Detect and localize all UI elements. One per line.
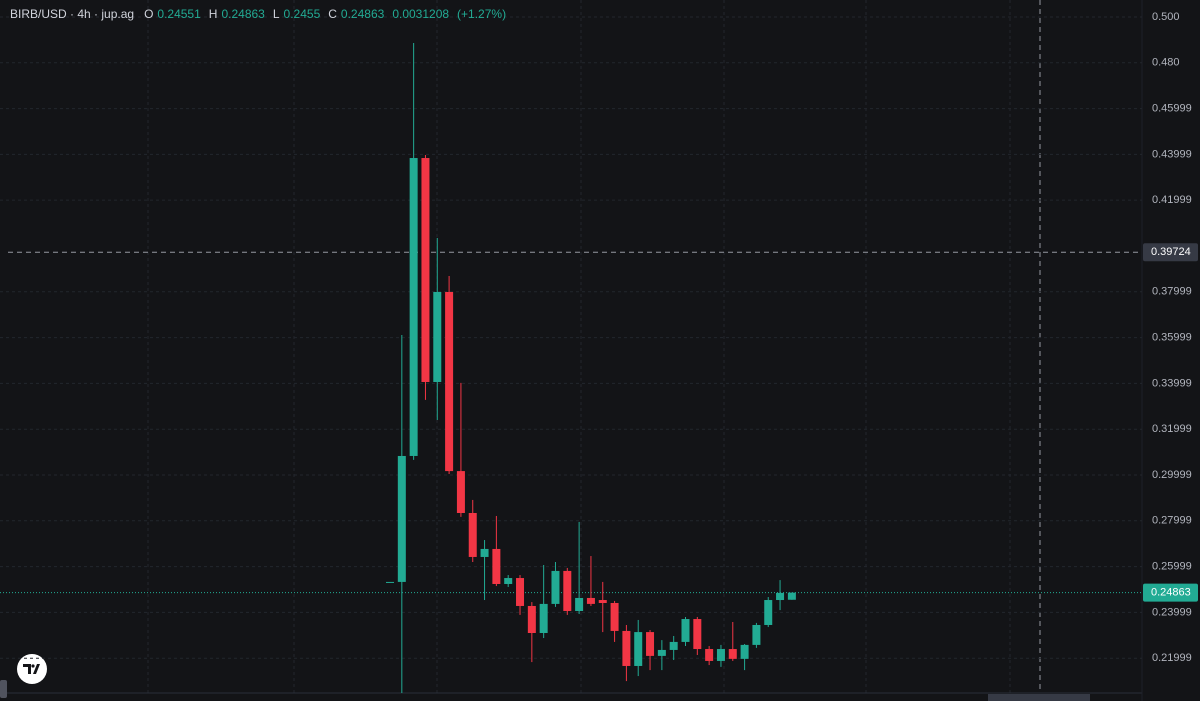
candle-body (787, 592, 796, 600)
candle-body (752, 624, 761, 645)
candle-body (492, 548, 501, 584)
candle-body (681, 619, 690, 642)
ohlc-value: 0.24863 (340, 7, 385, 21)
candle-body (693, 619, 702, 650)
side-handle[interactable] (0, 680, 7, 698)
y-tick-label: 0.500 (1152, 11, 1180, 23)
candle-body (421, 158, 430, 382)
candle-body (646, 632, 655, 656)
ohlc-value: 0.24551 (157, 7, 201, 21)
candle-body (409, 158, 418, 456)
candle-body (705, 649, 714, 661)
ohlc-value: 0.2455 (283, 7, 321, 21)
y-tick-label: 0.27999 (1152, 515, 1192, 527)
candle-body (669, 641, 678, 650)
candle-body (480, 548, 489, 557)
change-percent: (+1.27%) (457, 7, 507, 21)
candle-body (433, 291, 442, 382)
change: 0.0031208 (392, 7, 450, 21)
candle-body (539, 603, 548, 633)
candle-body (622, 630, 631, 666)
candle-body (527, 605, 536, 633)
candle-body (516, 578, 525, 606)
y-tick-label: 0.43999 (1152, 148, 1192, 160)
candle-body (504, 578, 513, 584)
y-tick-label: 0.23999 (1152, 606, 1192, 618)
y-tick-label: 0.31999 (1152, 423, 1192, 435)
candle-body (716, 649, 725, 661)
candle-body (776, 592, 785, 601)
ohlc-value: 0.24863 (221, 7, 265, 21)
candle-body (598, 600, 607, 603)
symbol-title: BIRB/USD · 4h · jup.ag (10, 7, 135, 21)
ohlc-label: H (208, 7, 218, 21)
candle-body (468, 512, 477, 557)
candle-body (764, 600, 773, 625)
candle-body (575, 597, 584, 612)
candle-body (657, 649, 666, 656)
y-tick-label: 0.29999 (1152, 469, 1192, 481)
last-price-box (1143, 583, 1198, 602)
y-tick-label: 0.45999 (1152, 102, 1192, 114)
y-tick-label: 0.37999 (1152, 286, 1192, 298)
y-tick-label: 0.41999 (1152, 194, 1192, 206)
candle-body (563, 570, 572, 612)
candle-body (610, 602, 619, 631)
vertical-grid (147, 0, 1011, 693)
crosshair-price-box (1143, 243, 1198, 262)
tradingview-logo (17, 654, 47, 684)
ohlc-label: C (328, 7, 337, 21)
crosshair-price-label: 0.39724 (1151, 246, 1191, 258)
ohlc-label: O (144, 7, 154, 21)
candle-body (445, 291, 454, 472)
candle-body (634, 632, 643, 666)
candle-body (456, 471, 465, 513)
candle-body (728, 649, 737, 659)
header: BIRB/USD · 4h · jup.ag O 0.24551 H 0.24863… (10, 7, 510, 21)
candle-body (397, 455, 406, 582)
candle-body (740, 644, 749, 659)
candle-body (551, 570, 560, 604)
y-tick-label: 0.35999 (1152, 331, 1192, 343)
candle-body (386, 581, 394, 583)
y-tick-label: 0.33999 (1152, 377, 1192, 389)
candle-body (586, 597, 595, 604)
y-tick-label: 0.21999 (1152, 652, 1192, 664)
ohlc-label: L (272, 7, 280, 21)
y-tick-label: 0.480 (1152, 57, 1180, 69)
scrollbar[interactable] (988, 694, 1090, 701)
last-price-label: 0.24863 (1151, 587, 1191, 599)
plot: 0.500 0.480 0.45999 0.43999 0.41999 0.37999 0.… (0, 11, 1198, 693)
y-tick-label: 0.25999 (1152, 561, 1192, 573)
